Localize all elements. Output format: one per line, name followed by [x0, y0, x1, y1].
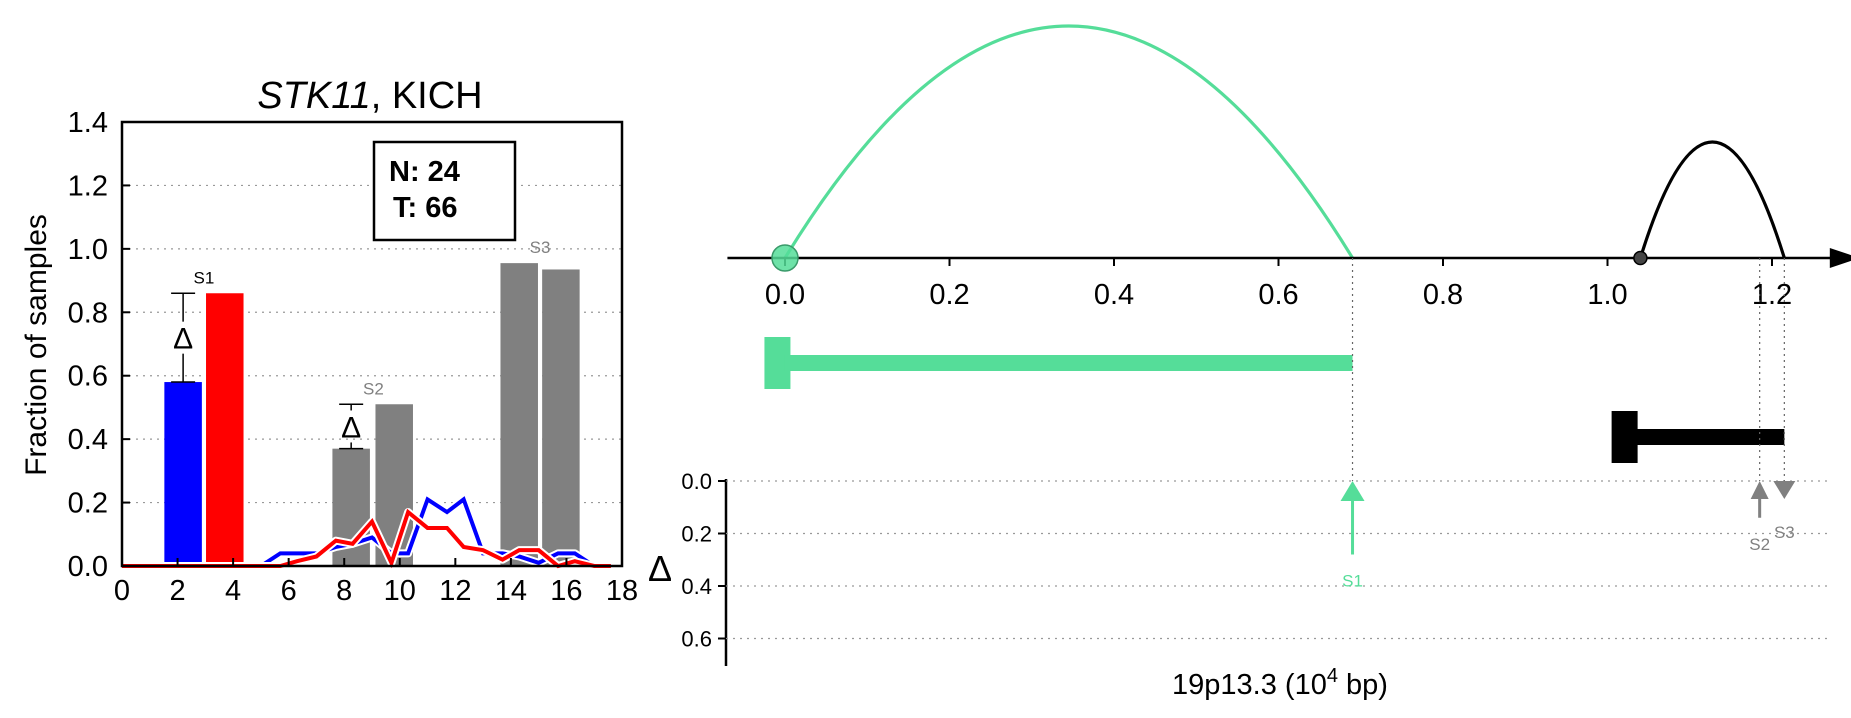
delta-marker-arrow — [1340, 481, 1365, 501]
left-bar-labels: S1 S2 S3 — [194, 238, 551, 398]
axis-tick-label: 0.8 — [1423, 279, 1463, 311]
delta-symbol: Δ — [341, 411, 361, 444]
left-plot-frame — [120, 120, 624, 568]
arc — [783, 24, 1354, 259]
axis-tick-label: 0.0 — [765, 279, 805, 311]
delta-symbol: Δ — [173, 323, 193, 356]
axis-tick-label: 0.4 — [1094, 279, 1134, 311]
delta-axis-label: Δ — [648, 548, 672, 589]
x-tick-label: 14 — [495, 575, 527, 607]
x-tick-label: 8 — [336, 575, 352, 607]
y-tick-label: 0.0 — [68, 551, 108, 583]
right-diagram: 0.0 0.2 0.4 0.6 0.8 1.0 1.2 0.0 0.2 0.4 0.6 S1 S2S… — [648, 24, 1851, 701]
delta-marker-arrow — [1773, 481, 1796, 499]
delta-marker-label: S2 — [1749, 535, 1770, 554]
axis-tick-label: 1.2 — [1752, 279, 1792, 311]
title-rest: , KICH — [371, 75, 483, 117]
x-tick-label: 10 — [384, 575, 416, 607]
y-tick-label: 0.8 — [68, 297, 108, 329]
left-delta-markers: ΔΔ — [171, 292, 364, 450]
xlabel-tail: bp) — [1338, 669, 1388, 701]
segment-bar — [1631, 429, 1785, 445]
x-tick-label: 18 — [606, 575, 638, 607]
delta-tick-label: 0.6 — [681, 627, 712, 652]
bar — [542, 269, 580, 566]
left-y-axis-label: Fraction of samples — [20, 214, 53, 476]
y-tick-label: 0.4 — [68, 424, 108, 456]
segment-bar — [784, 355, 1353, 371]
endpoint-circle — [1633, 250, 1648, 266]
y-tick-label: 1.4 — [68, 107, 108, 139]
x-tick-label: 6 — [281, 575, 297, 607]
delta-marker-label: S3 — [1774, 523, 1795, 542]
x-tick-label: 12 — [439, 575, 471, 607]
y-tick-label: 0.2 — [68, 488, 108, 520]
axis-tick-label: 0.6 — [1258, 279, 1298, 311]
axis-tick-label: 1.0 — [1587, 279, 1627, 311]
endpoint-circle — [771, 244, 799, 272]
left-ticks: 0 2 4 6 8 10 12 14 16 18 0.0 0.2 0.4 0.6 0.8 1.0 1.2 1.4 — [68, 107, 638, 607]
x-tick-label: 2 — [169, 575, 185, 607]
bar — [164, 382, 202, 566]
arc-endpoints — [771, 244, 1648, 272]
bar-label: S3 — [530, 238, 551, 257]
bar-label: S2 — [363, 379, 384, 398]
bar-label: S1 — [194, 268, 215, 287]
info-box-frame — [372, 140, 517, 242]
bar — [206, 293, 244, 566]
arcs — [783, 24, 1786, 259]
segments — [764, 337, 1785, 463]
delta-marker-arrow — [1750, 481, 1769, 499]
delta-panel: 0.0 0.2 0.4 0.6 — [681, 469, 1830, 666]
position-axis: 0.0 0.2 0.4 0.6 0.8 1.0 1.2 — [727, 248, 1851, 311]
xlabel-sup: 4 — [1327, 665, 1338, 687]
axis-arrowhead — [1829, 248, 1851, 268]
delta-marker-label: S1 — [1342, 572, 1363, 591]
delta-tick-label: 0.4 — [681, 574, 712, 599]
left-chart-title: STK11, KICH — [257, 75, 482, 117]
xlabel-main: 19p13.3 (10 — [1172, 669, 1327, 701]
y-tick-label: 0.6 — [68, 361, 108, 393]
axis-tick-label: 0.2 — [929, 279, 969, 311]
info-box: N: 24 T: 66 — [372, 140, 517, 242]
right-x-axis-label: 19p13.3 (104 bp) — [1172, 665, 1388, 701]
x-tick-label: 4 — [225, 575, 241, 607]
delta-tick-label: 0.2 — [681, 522, 712, 547]
left-bars — [164, 263, 580, 566]
y-tick-label: 1.2 — [68, 170, 108, 202]
y-tick-label: 1.0 — [68, 234, 108, 266]
info-box-t: T: 66 — [393, 192, 457, 224]
title-gene: STK11 — [257, 75, 370, 117]
bar — [500, 263, 538, 566]
info-box-n: N: 24 — [389, 156, 460, 188]
x-tick-label: 0 — [114, 575, 130, 607]
delta-tick-label: 0.0 — [681, 469, 712, 494]
x-tick-label: 16 — [550, 575, 582, 607]
arc — [1638, 140, 1786, 259]
